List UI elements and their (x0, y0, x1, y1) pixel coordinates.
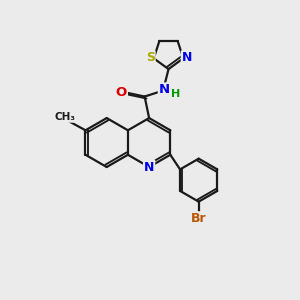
Text: S: S (146, 51, 155, 64)
Text: N: N (182, 51, 192, 64)
Text: Br: Br (191, 212, 206, 225)
Text: O: O (116, 85, 127, 99)
Text: CH₃: CH₃ (54, 112, 75, 122)
Text: N: N (159, 83, 170, 97)
Text: N: N (144, 160, 154, 173)
Text: H: H (171, 88, 180, 99)
